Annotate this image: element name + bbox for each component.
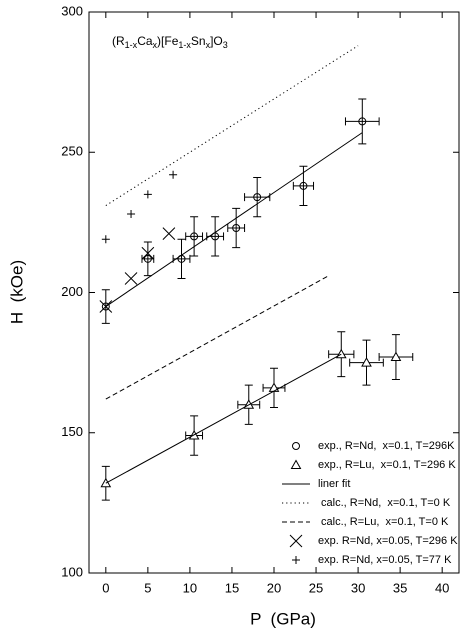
legend-swatch bbox=[289, 534, 303, 548]
fit-line bbox=[105, 45, 359, 206]
y-tick-label: 300 bbox=[61, 3, 83, 18]
point bbox=[101, 235, 110, 244]
point bbox=[141, 246, 155, 260]
x-tick-label: 20 bbox=[267, 580, 281, 595]
legend-swatch bbox=[290, 459, 302, 469]
point bbox=[143, 254, 152, 263]
y-axis-title: H (kOe) bbox=[7, 260, 26, 324]
point bbox=[162, 227, 176, 240]
point bbox=[169, 170, 178, 179]
annotation-subscript: x bbox=[153, 40, 158, 50]
y-tick-label: 200 bbox=[61, 284, 83, 299]
x-error-bar bbox=[344, 117, 380, 126]
x-tick-label: 0 bbox=[102, 580, 109, 595]
x-tick-label: 25 bbox=[309, 580, 323, 595]
legend-label: liner fit bbox=[318, 478, 350, 490]
annotation-part: (R bbox=[112, 34, 125, 48]
annotation-part: )[Fe bbox=[157, 34, 179, 48]
point bbox=[190, 232, 199, 241]
legend-label: exp. R=Nd, x=0.05, T=77 K bbox=[318, 554, 452, 566]
x-error-bar bbox=[292, 181, 315, 190]
x-tick-label: 30 bbox=[351, 580, 365, 595]
fit-line bbox=[105, 132, 363, 484]
point bbox=[253, 193, 262, 202]
x-tick-label: 40 bbox=[435, 580, 449, 595]
point bbox=[99, 300, 113, 313]
annotation-subscript: 1-x bbox=[125, 40, 138, 50]
plot-frame bbox=[88, 11, 460, 574]
x-axis-title: P (GPa) bbox=[250, 609, 316, 628]
x-error-bar bbox=[244, 193, 271, 202]
annotation: (R1-xCax)[Fe1-xSnx]O3 bbox=[112, 34, 228, 50]
annotation-part: Sn bbox=[191, 34, 206, 48]
point bbox=[299, 181, 308, 190]
legend-label: calc., R=Lu, x=0.1, T=0 K bbox=[318, 516, 449, 528]
point bbox=[124, 272, 138, 285]
legend-label: exp., R=Lu, x=0.1, T=296 K bbox=[318, 459, 456, 471]
y-tick-label: 100 bbox=[61, 564, 83, 579]
point bbox=[232, 223, 241, 232]
fit-line bbox=[105, 275, 329, 400]
y-tick-label: 150 bbox=[61, 424, 83, 439]
point bbox=[127, 209, 136, 218]
point bbox=[101, 302, 110, 311]
x-tick-label: 15 bbox=[225, 580, 239, 595]
y-tick-label: 250 bbox=[61, 144, 83, 159]
x-error-bar bbox=[185, 232, 204, 241]
legend-swatch bbox=[292, 442, 300, 450]
x-error-bar bbox=[227, 223, 246, 232]
point bbox=[143, 190, 152, 199]
annotation-subscript: 1-x bbox=[178, 40, 191, 50]
point bbox=[358, 117, 367, 126]
x-tick-label: 5 bbox=[144, 580, 151, 595]
annotation-part: ]O bbox=[210, 34, 223, 48]
legend-label: exp. R=Nd, x=0.05, T=296 K bbox=[318, 535, 458, 547]
legend-swatch bbox=[292, 556, 300, 564]
annotation-part: Ca bbox=[137, 34, 153, 48]
x-tick-label: 10 bbox=[183, 580, 197, 595]
point bbox=[390, 351, 402, 362]
x-tick-label: 35 bbox=[393, 580, 407, 595]
annotation-subscript: 3 bbox=[223, 40, 228, 50]
legend-label: calc., R=Nd, x=0.1, T=0 K bbox=[318, 497, 451, 509]
annotation-subscript: x bbox=[206, 40, 211, 50]
point bbox=[361, 357, 372, 367]
legend-label: exp., R=Nd, x=0.1, T=296K bbox=[318, 440, 455, 452]
